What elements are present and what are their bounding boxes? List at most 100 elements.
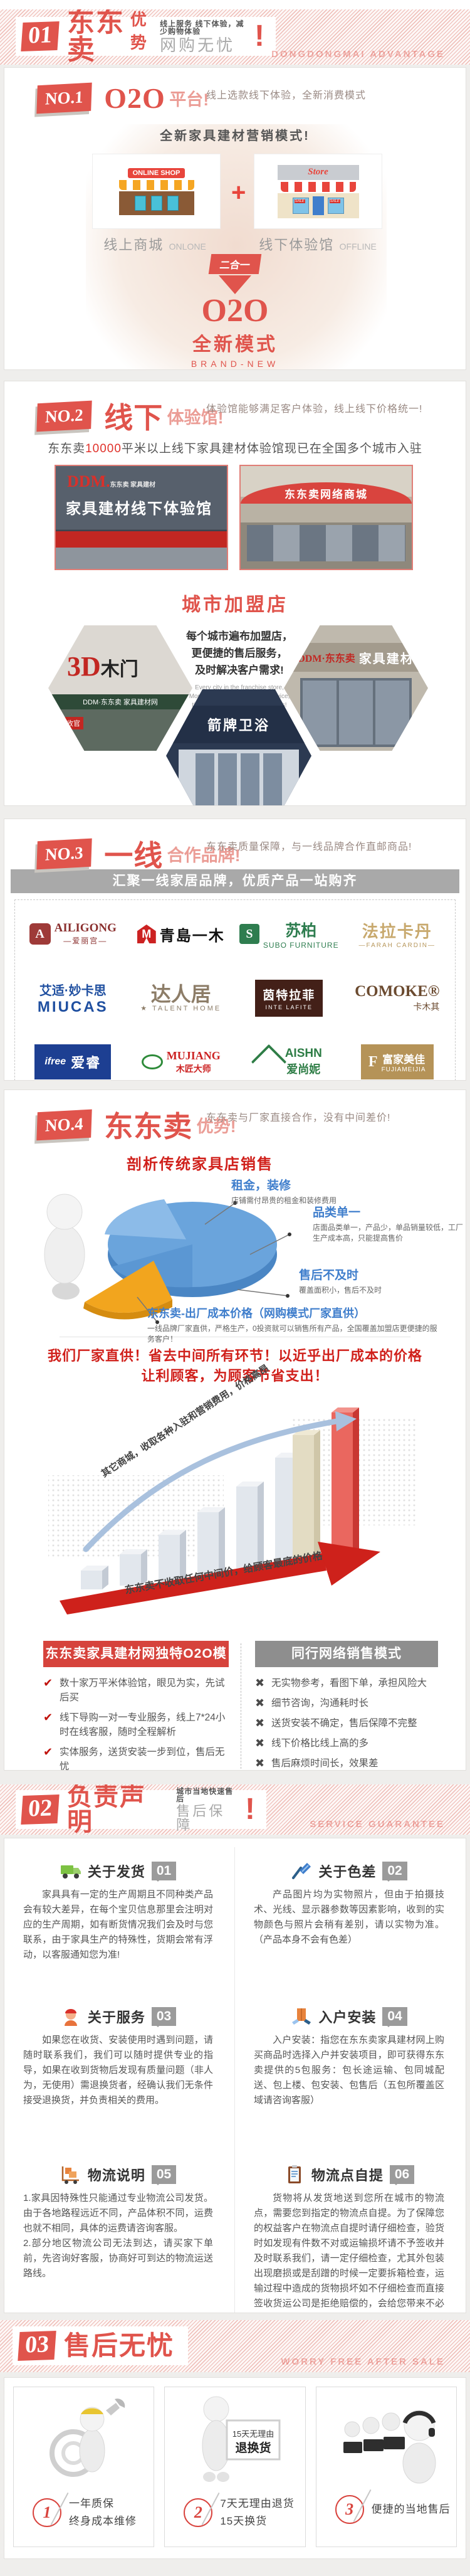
no3-badge: NO.3: [36, 838, 92, 869]
hex1-tag: 收官: [63, 717, 83, 729]
aftersale-foot: 1 一年质保 终身成本维修: [14, 2495, 154, 2530]
banner-title: 售后无忧: [64, 2331, 175, 2360]
no3-title: 一线: [104, 839, 164, 872]
statement-number: 06: [389, 2165, 415, 2185]
install-box-icon: [292, 2008, 311, 2025]
aftersale-foot: 3 便捷的当地售后: [316, 2495, 456, 2524]
store-door: [312, 196, 324, 215]
franchise-hexagons: 每个城市遍布加盟店， 更便捷的售后服务， 及时解决客户需求! Every cit…: [4, 624, 466, 805]
banner-advantage: 01 东东卖 优势 线上服务 线下体验，减少购物体验 网购无忧 ! DONGDO…: [0, 9, 470, 65]
statement-title: 关于色差: [318, 1864, 377, 1880]
aishn-house-icon: [251, 1044, 286, 1080]
statement-number: 01: [151, 1862, 177, 1882]
no3-subtitle-text: 东东卖质量保障，与一线品牌合作直邮商品!: [206, 842, 412, 852]
sale-tag: SALE: [329, 199, 340, 203]
brand-en: SUBO FURNITURE: [263, 941, 339, 950]
trolley-icon: [61, 2166, 79, 2184]
list-item: ✔ 实体服务，送货安装一步到位，售后无忧: [43, 1746, 225, 1771]
brand-en: AILIGONG: [54, 921, 117, 935]
online-caption: 线上商城 ONLONE: [80, 234, 230, 254]
no1-subtitle-text: 线上选款线下体验，全新消费模式: [206, 90, 367, 101]
slogan-line2: 让利顾客，为顾客节省支出！: [141, 1368, 329, 1384]
o2o-mode-text: 全新模式: [192, 334, 278, 355]
no3-header: NO.3 一线 合作品牌! 东东卖质量保障，与一线品牌合作直邮商品!: [4, 819, 466, 872]
brand-en: FUJIAMEIJIA: [381, 1066, 426, 1073]
slogan-line1: 我们厂家直供！省去中间所有环节！以近乎出厂成本的价格: [47, 1348, 422, 1364]
statement-installation: 入户安装 04 入户安装：指您在东东卖家具建材网上购买商品时选择入户并安装项目，…: [235, 1993, 466, 2151]
down-arrow-icon: [219, 275, 251, 294]
check-icon: ✔: [43, 1711, 53, 1724]
online-shop-illustration: ONLINE SHOP: [92, 154, 221, 229]
sign-line1: 15天无理由: [232, 2429, 274, 2439]
callout-title: 东东卖-出厂成本价格（网购模式厂家直供）: [147, 1307, 365, 1320]
desc-pre: 东东卖: [48, 442, 86, 455]
section-ddm-advantage: NO.4 东东卖 优势! 东东卖与厂家直接合作，没有中间差价! 剖析传统家具店销…: [4, 1089, 466, 1771]
section-offline-experience: NO.2 线下 体验馆! 体验馆能够满足客户体验，线上线下价格统一! 东东卖10…: [4, 381, 466, 806]
statement-head: 关于服务 03: [23, 2006, 213, 2027]
hex3-brand: DDM·东东卖: [298, 654, 355, 664]
section-partner-brands: NO.3 一线 合作品牌! 东东卖质量保障，与一线品牌合作直邮商品! 汇聚一线家…: [4, 819, 466, 1081]
brand-talent-home: 达人居 ★ TALENT HOME: [127, 973, 236, 1023]
callout-title: 租金，装修: [231, 1179, 291, 1192]
banner-aftersale: 03 售后无忧 WORRY FREE AFTER SALE: [0, 2320, 470, 2372]
brand-farah-cardin: 法拉卡丹 —FARAH CARDIN—: [343, 909, 452, 959]
statement-text: 入户安装：指您在东东卖家具建材网上购买商品时选择入户并安装项目，即可获得东东卖提…: [254, 2035, 444, 2106]
callout-desc: 覆盖面积小，售后不及时: [299, 1286, 382, 1295]
brand-cn: 木匠大师: [175, 1063, 211, 1074]
brand-en: COMOKE®: [355, 983, 440, 1000]
aftersale-caption: 7天无理由退货 15天换货: [220, 2498, 295, 2527]
peer-mode-list: ✖ 无实物参考，看图下单，承担风险大 ✖ 细节咨询，沟通耗时长 ✖ 送货安装不确定，售…: [255, 1676, 438, 1770]
no2-subtitle: 体验馆能够满足客户体验，线上线下价格统一!: [206, 400, 457, 415]
store-body: SALE SALE: [277, 193, 359, 218]
sign-holder-graphic: 15天无理由 退换货: [202, 2396, 281, 2482]
statement-text: 货物将从发货地送到您所在城市的物流点，需要您到指定的物流点自提。为了保障您的权益…: [254, 2193, 444, 2309]
brand-en: AISHN: [285, 1047, 322, 1060]
banner-responsibility: 02 负责声明 城市当地快速售后 售后保障 ! SERVICE GUARANTE…: [0, 1784, 470, 1835]
hex3-text: 家具建材: [358, 652, 414, 666]
list-item: ✖ 线下价格比线上高的多: [255, 1737, 369, 1749]
truck-icon: [60, 1865, 81, 1879]
banner-accent: 优势: [130, 10, 147, 52]
statements-grid: 关于发货 01 家具具有一定的生产周期且不同种类产品会有较大差异，在每个宝贝信息…: [4, 1838, 466, 2313]
brands-strapline: 汇聚一线家居品牌，优质产品一站购齐: [11, 869, 459, 893]
o2o-diagram: 全新家具建材营销模式! ONLINE SHOP + Store SALE: [4, 125, 466, 369]
number-badge: 1: [33, 2498, 61, 2527]
hex1-sign: 3D木门: [67, 651, 138, 682]
offline-caption-en: OFFLINE: [339, 241, 377, 252]
aftersale-caption: 一年质保 终身成本维修: [69, 2498, 137, 2527]
brand-inte-lafite: 茵特拉菲 INTE LAFITE: [235, 973, 343, 1023]
mall-stalls: [247, 525, 405, 561]
cross-icon: ✖: [255, 1757, 265, 1769]
repairman-graphic: [49, 2398, 125, 2477]
offline-caption-cn: 线下体验馆: [259, 237, 335, 253]
no1-subtitle: 线上选款线下体验，全新消费模式: [206, 87, 457, 102]
peer-mode-column: 同行网络销售模式 ✖ 无实物参考，看图下单，承担风险大 ✖ 细节咨询，沟通耗时长 ✖…: [255, 1641, 438, 1770]
banner-number: 03: [18, 2331, 56, 2361]
banner-exclamation: !: [254, 19, 264, 53]
statement-title: 物流说明: [87, 2168, 145, 2183]
peer-mode-title: 同行网络销售模式: [255, 1641, 438, 1667]
online-shop-body: [118, 191, 194, 215]
statement-number: 04: [382, 2007, 407, 2027]
list-item: ✖ 无实物参考，看图下单，承担风险大: [255, 1677, 427, 1689]
desc-post: 平米以上线下家具建材体验馆现已在全国多个城市入驻: [121, 442, 422, 455]
callout-desc: 店面品类单一，产品少，单品销量较低，工厂生产成本高，只能提高售价: [313, 1223, 464, 1243]
callout-desc: 店铺需付昂贵的租金和装修费用: [231, 1196, 337, 1205]
banner-watermark: DONGDONGMAI ADVANTAGE: [271, 49, 445, 60]
brand-cn: 卡木其: [413, 1002, 440, 1012]
sale-tag: SALE: [294, 199, 305, 203]
statement-head: 入户安装 04: [254, 2006, 444, 2027]
ddm-logo: DDM.东东卖 家具建材: [67, 472, 156, 490]
hex2-sign: 箭牌卫浴: [166, 706, 311, 743]
number-badge: 2: [184, 2498, 213, 2527]
customer-service-graphic: [343, 2410, 436, 2484]
banner-small-top: 城市当地快速售后: [176, 1786, 234, 1803]
subo-logo-icon: S: [239, 924, 259, 944]
callout-desc: 一线品牌厂家直供，严格生产，0投资就可以销售所有产品，全国覆盖加盟店更便捷的服务…: [147, 1324, 437, 1344]
banner-subtitle-stack: 城市当地快速售后 售后保障: [176, 1788, 240, 1832]
brand-fujiameijia: F 富家美佳 FUJIAMEIJIA: [343, 1037, 452, 1080]
section-gap: [0, 2313, 470, 2320]
statement-number: 02: [382, 1862, 407, 1882]
hex3-sign: DDM·东东卖 家具建材: [284, 643, 428, 672]
